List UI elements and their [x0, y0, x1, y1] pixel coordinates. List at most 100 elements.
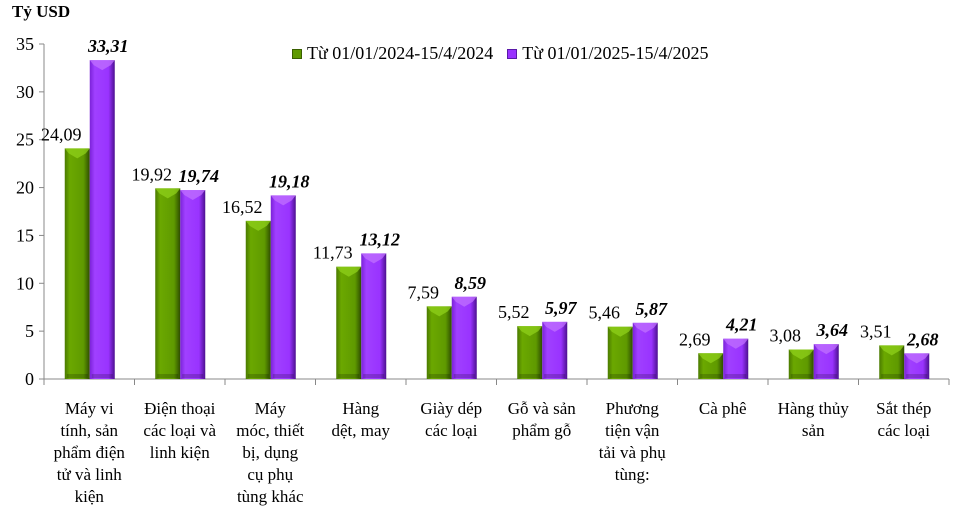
- bar-bevel: [879, 345, 905, 356]
- y-tick-label: 30: [16, 82, 34, 102]
- data-label-2025: 5,87: [636, 299, 669, 319]
- bar-bevel: [270, 195, 296, 206]
- bar-bevel: [180, 190, 206, 201]
- bar-bevel: [155, 188, 181, 199]
- legend-swatch-purple-icon: [507, 48, 518, 59]
- bar-base-shade: [519, 374, 541, 378]
- legend-label-2024: Từ 01/01/2024-15/4/2024: [307, 43, 494, 63]
- x-category-label: Hàng dệt, may: [331, 399, 391, 440]
- bar-2024: [155, 188, 181, 379]
- x-category-label: Phương tiện vận tải và phụ tùng:: [598, 399, 666, 484]
- bar-base-shade: [906, 374, 928, 378]
- bar-bevel: [426, 306, 452, 317]
- bar-bevel: [788, 349, 814, 360]
- bar-2024: [64, 148, 90, 379]
- bar-2024: [245, 220, 271, 379]
- bar-bevel: [517, 326, 543, 337]
- bar-2025: [89, 60, 115, 379]
- data-label-2025: 8,59: [455, 273, 487, 293]
- legend: Từ 01/01/2024-15/4/2024 Từ 01/01/2025-15…: [292, 43, 723, 64]
- bar-2024: [426, 306, 452, 379]
- x-category-label: Máy vi tính, sản phẩm điện tử và linh ki…: [53, 399, 125, 506]
- bars: [64, 60, 930, 379]
- data-label-2025: 13,12: [360, 229, 401, 249]
- bar-bevel: [64, 148, 90, 159]
- legend-item-2025: Từ 01/01/2025-15/4/2025: [507, 43, 709, 64]
- x-category-label: Gỗ và sản phẩm gỗ: [507, 399, 576, 440]
- bar-bevel: [245, 220, 271, 231]
- bar-bevel: [632, 322, 658, 333]
- x-category-label: Máy móc, thiết bị, dụng cụ phụ tùng khác: [236, 399, 305, 506]
- data-label-2024: 5,46: [589, 303, 621, 323]
- x-category-label: Hàng thủy sản: [777, 399, 849, 440]
- bar-bevel: [361, 253, 387, 264]
- bar-base-shade: [790, 374, 812, 378]
- legend-item-2024: Từ 01/01/2024-15/4/2024: [292, 43, 493, 64]
- bar-base-shade: [363, 374, 385, 378]
- bar-base-shade: [634, 374, 656, 378]
- data-label-2025: 19,18: [269, 171, 310, 191]
- y-tick-label: 35: [16, 34, 34, 54]
- bar-2025: [270, 195, 296, 379]
- y-tick-label: 20: [16, 178, 34, 198]
- x-category-label: Sắt thép các loại: [876, 399, 932, 440]
- bar-bevel: [698, 353, 724, 364]
- data-label-2024: 11,73: [313, 243, 353, 263]
- data-label-2025: 19,74: [179, 166, 220, 186]
- data-label-2024: 19,92: [132, 164, 173, 184]
- bar-bevel: [542, 321, 568, 332]
- y-tick-label: 5: [25, 321, 34, 341]
- data-label-2024: 7,59: [408, 282, 440, 302]
- bar-2025: [361, 253, 387, 379]
- y-tick-label: 0: [25, 369, 34, 389]
- bar-bevel: [723, 338, 749, 349]
- data-label-2025: 33,31: [87, 36, 129, 56]
- bar-base-shade: [182, 374, 204, 378]
- bar-base-shade: [91, 374, 113, 378]
- y-tick-label: 15: [16, 225, 34, 245]
- bar-base-shade: [428, 374, 450, 378]
- legend-label-2025: Từ 01/01/2025-15/4/2025: [522, 43, 709, 63]
- x-category-label: Cà phê: [698, 399, 747, 418]
- bar-bevel: [904, 353, 930, 364]
- bar-base-shade: [725, 374, 747, 378]
- x-category-label: Điện thoại các loại và linh kiện: [143, 399, 217, 462]
- bar-bevel: [813, 344, 839, 355]
- bar-bevel: [451, 296, 477, 307]
- bar-base-shade: [338, 374, 360, 378]
- bar-base-shade: [544, 374, 566, 378]
- x-category-label: Giày dép các loại: [420, 399, 483, 440]
- bar-2025: [451, 296, 477, 379]
- bar-2025: [180, 190, 206, 379]
- bar-bevel: [607, 326, 633, 337]
- data-label-2025: 2,68: [906, 329, 939, 349]
- bar-base-shade: [157, 374, 179, 378]
- data-label-2024: 16,52: [222, 197, 263, 217]
- bar-bevel: [89, 60, 115, 71]
- bar-base-shade: [66, 374, 88, 378]
- legend-swatch-green-icon: [292, 48, 302, 59]
- y-tick-label: 10: [16, 273, 34, 293]
- data-label-2024: 3,08: [770, 326, 802, 346]
- y-axis-unit-label: Tỷ USD: [12, 2, 71, 21]
- data-label-2024: 3,51: [860, 321, 892, 341]
- bar-base-shade: [453, 374, 475, 378]
- bar-2024: [336, 266, 362, 379]
- data-label-2024: 24,09: [41, 124, 82, 144]
- data-label-2024: 5,52: [498, 302, 530, 322]
- bar-base-shade: [881, 374, 903, 378]
- bar-base-shade: [247, 374, 269, 378]
- bar-base-shade: [609, 374, 631, 378]
- y-tick-label: 25: [16, 130, 34, 150]
- data-label-2025: 3,64: [816, 320, 849, 340]
- bar-base-shade: [272, 374, 294, 378]
- data-label-2024: 2,69: [679, 329, 711, 349]
- bar-base-shade: [815, 374, 837, 378]
- bar-bevel: [336, 266, 362, 277]
- data-label-2025: 4,21: [725, 315, 758, 335]
- bar-base-shade: [700, 374, 722, 378]
- data-label-2025: 5,97: [545, 298, 578, 318]
